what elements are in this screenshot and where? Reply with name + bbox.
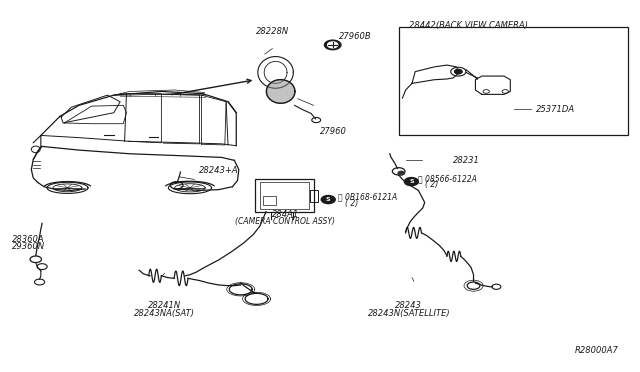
Text: 28243NA(SAT): 28243NA(SAT) <box>134 309 195 318</box>
Text: ( 2): ( 2) <box>425 180 438 189</box>
Circle shape <box>328 42 338 48</box>
Text: ( 2): ( 2) <box>346 199 358 208</box>
Bar <box>255 179 314 212</box>
Text: 28228N: 28228N <box>256 27 289 36</box>
Text: Ⓢ 0B168-6121A: Ⓢ 0B168-6121A <box>338 192 397 202</box>
Text: S: S <box>326 197 331 202</box>
Text: 28231: 28231 <box>453 156 480 165</box>
Text: 27960B: 27960B <box>339 32 372 41</box>
Text: S: S <box>409 179 413 184</box>
Circle shape <box>321 196 335 203</box>
Text: 28241N: 28241N <box>148 301 181 310</box>
Bar <box>260 182 308 209</box>
Text: R28000A7: R28000A7 <box>574 346 618 355</box>
Text: 28442(BACK VIEW CAMERA): 28442(BACK VIEW CAMERA) <box>409 21 528 30</box>
Text: Ⓢ 08566-6122A: Ⓢ 08566-6122A <box>419 174 477 183</box>
Text: (CAMERA CONTROL ASSY): (CAMERA CONTROL ASSY) <box>235 217 335 226</box>
Text: 27960: 27960 <box>320 127 347 137</box>
Bar <box>399 26 628 135</box>
Bar <box>310 190 318 202</box>
Text: 28243N(SATELLITE): 28243N(SATELLITE) <box>367 309 450 318</box>
Text: 29360N: 29360N <box>12 242 45 251</box>
Circle shape <box>398 171 404 175</box>
Circle shape <box>454 70 462 74</box>
Text: 28243: 28243 <box>396 301 422 310</box>
Text: 284A1: 284A1 <box>271 210 299 219</box>
Text: 28243+A: 28243+A <box>200 166 239 175</box>
Circle shape <box>404 177 419 186</box>
Bar <box>263 196 276 205</box>
Circle shape <box>324 40 341 50</box>
Text: 25371DA: 25371DA <box>536 105 575 113</box>
Text: 28360A: 28360A <box>12 235 45 244</box>
Polygon shape <box>266 80 295 103</box>
